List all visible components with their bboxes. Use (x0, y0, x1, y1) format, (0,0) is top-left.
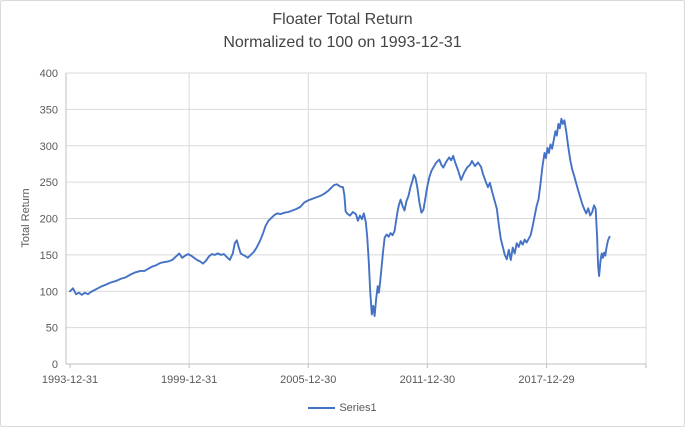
x-tick-label: 2011-12-30 (400, 374, 455, 386)
y-tick-label: 300 (40, 141, 58, 153)
series-line (69, 117, 611, 317)
y-tick-label: 150 (40, 250, 58, 262)
y-tick-label: 0 (52, 359, 58, 371)
legend: Series1 (1, 402, 684, 414)
y-tick-label: 400 (40, 68, 58, 80)
legend-series-label: Series1 (339, 402, 377, 414)
y-tick-label: 350 (40, 104, 58, 116)
x-tick-label: 2017-12-29 (518, 374, 574, 386)
x-tick-label: 2005-12-30 (280, 374, 336, 386)
legend-line-swatch (308, 407, 336, 409)
y-tick-label: 100 (40, 286, 58, 298)
y-tick-label: 250 (40, 177, 58, 189)
x-tick-label: 1999-12-31 (161, 374, 217, 386)
y-tick-label: 200 (40, 214, 58, 226)
x-tick-label: 1993-12-31 (42, 374, 98, 386)
y-tick-label: 50 (46, 323, 58, 335)
